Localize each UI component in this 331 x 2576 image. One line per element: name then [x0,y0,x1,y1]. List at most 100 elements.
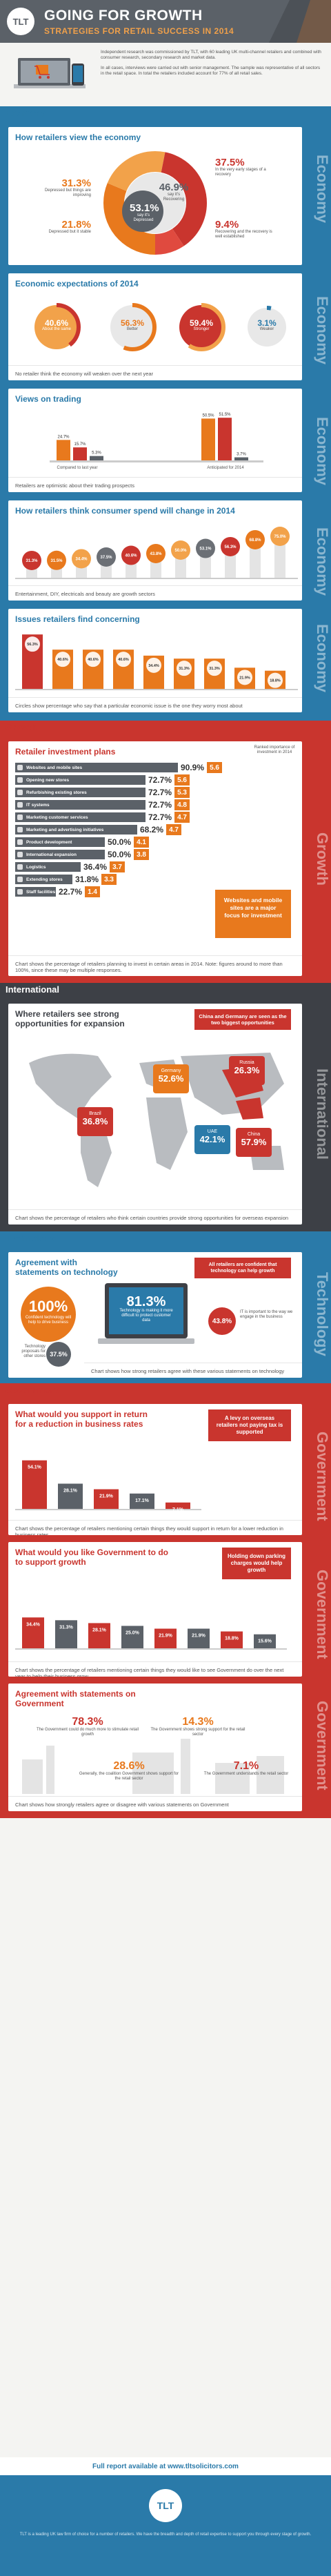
spend-value: 31.5% [50,559,63,563]
section-government: Government [0,1383,331,1397]
country-marker[interactable]: China 57.9% [236,1128,272,1157]
rank-badge: 4.7 [174,812,190,823]
gov-bar-value: 18.8% [225,1637,239,1641]
recovering-value: 46.9% [159,182,189,193]
trading-right-label: Anticipated for 2014 [207,466,244,470]
shopping-cart-image [8,50,91,99]
gov-support-chart: 34.4% 31.3% 28.1% 25.0% 21.9% 21.9% 18.8% 15.6% [15,1617,287,1650]
gov-bar-value: 34.4% [26,1622,41,1627]
intro-paragraph-2: In all cases, interviews were carried ou… [101,66,321,76]
investment-row: International expansion 50.0% 3.8 [15,849,150,860]
country-marker[interactable]: Russia 26.3% [229,1056,265,1085]
stat-value: 81.3% [126,1294,166,1309]
economy-donut [103,151,207,255]
country-marker[interactable]: UAE 42.1% [194,1125,230,1154]
side-label: Growth [314,832,331,886]
issues-panel: Issues retailers find concerning 56.3% 40… [8,609,302,712]
investment-value: 90.9% [181,763,205,772]
spend-value: 56.3% [224,545,237,549]
stat-label: Generally, the coalition Government show… [79,1772,179,1781]
country-name: UAE [207,1129,218,1134]
expectations-panel: Economic expectations of 2014 40.6% Abou… [8,273,302,380]
gov-bar-value: 21.9% [99,1494,114,1499]
stat-value: 37.5% [46,1342,71,1367]
country-name: Brazil [89,1111,101,1116]
technology-panel: Agreement with statements on technology … [8,1252,302,1378]
investment-label: Marketing customer services [26,814,88,820]
spend-badge [47,550,66,570]
panel-caption: Entertainment, DIY, electricals and beau… [8,585,302,601]
spend-badge [97,547,116,567]
technology-callout: All retailers are confident that technol… [194,1258,291,1278]
investment-row: Marketing and advertising initiatives 68.… [15,824,182,835]
gov-bar [254,1634,276,1648]
trading-bar-label: 50.5% [202,413,214,418]
category-icon [17,790,23,795]
issue-badge [207,661,222,676]
country-marker[interactable]: Brazil 36.8% [77,1107,113,1136]
country-name: Russia [239,1060,254,1065]
panel-title: Economic expectations of 2014 [15,279,139,289]
investment-bar: International expansion [15,850,105,859]
issue-badge [177,661,192,676]
investment-label: International expansion [26,852,77,857]
category-icon [17,777,23,783]
growth-band: Growth Retailer investment plans Ranked … [0,734,331,983]
panel-title: What would you support in return for a r… [15,1409,148,1429]
issue-badge [25,636,40,652]
gov-bar [154,1628,177,1648]
consumer-spend-chart: 31.3% 31.5% 34.4% 37.5% 40.6% 43.8% 50.0% 53.1%… [15,527,298,579]
stat-value: 37.5% [215,157,245,168]
report-link[interactable]: Full report available at www.tltsolicito… [0,2457,331,2475]
spend-value: 37.5% [100,556,112,560]
gov-support-callout: Holding down parking charges would help … [222,1548,291,1579]
stat-label: The Government understands the retail se… [203,1772,289,1776]
consumer-spend-panel: How retailers think consumer spend will … [8,500,302,601]
country-value: 57.9% [241,1137,267,1147]
international-band: International Where retailers see strong… [0,997,331,1231]
gov-bar-value: 17.1% [135,1499,150,1503]
investment-row: Marketing customer services 72.7% 4.7 [15,812,190,823]
investment-row: Refurbishing existing stores 72.7% 5.3 [15,787,190,798]
investment-callout: Websites and mobile sites are a major fo… [215,890,291,938]
stat-value: 43.8% [208,1307,236,1335]
brand-logo[interactable]: TLT [7,8,34,35]
investment-bar: Logistics [15,862,81,872]
panel-caption: No retailer think the economy will weake… [8,365,302,380]
trading-bar-label: 15.7% [74,442,86,447]
stat-label: Technology proposals for other stores [21,1345,46,1358]
investment-value: 50.0% [108,837,132,847]
gov-bar [22,1460,47,1509]
gov-bar [94,1489,119,1509]
spend-bar [250,539,261,578]
investment-value: 50.0% [108,850,132,859]
panel-caption: Chart shows the percentage of retailers … [8,1209,302,1224]
rank-badge: 4.8 [174,799,190,810]
stat-value: 56.3% [120,318,145,328]
spend-value: 50.0% [174,549,187,553]
section-growth: Growth [0,721,331,734]
side-label: Technology [314,1272,331,1356]
gov-statements-panel: Agreement with statements on Government … [8,1684,302,1811]
issue-badge [237,670,252,685]
panel-title: What would you like Government to do to … [15,1548,169,1567]
gov-bar-value: 31.3% [59,1625,74,1630]
investment-row: Websites and mobile sites 90.9% 5.6 [15,762,223,773]
investment-row: Extending stores 31.8% 3.3 [15,874,117,885]
investment-bar: Product development [15,837,105,847]
section-economy: Economy [0,106,331,120]
footer-logo[interactable]: TLT [149,2489,182,2522]
stat-label: Recovering and the recovery is well esta… [215,230,272,239]
stat-label: The Government could do much more to sti… [36,1728,139,1737]
issues-chart: 56.3% 40.6% 40.6% 40.6% 34.4% 31.3% 31.3% 21.9%… [15,634,298,690]
trading-bar-label: 3.7% [237,453,246,457]
investment-value: 72.7% [148,812,172,822]
investment-label: Product development [26,839,72,845]
stat-label: In the very early stages of a recovery [215,168,266,177]
issue-value: 40.6% [57,658,68,662]
stat-value: 9.4% [215,219,239,231]
country-marker[interactable]: Germany 52.6% [153,1064,189,1093]
issue-badge [116,652,131,667]
panel-caption: Chart shows how strong retailers agree w… [84,1363,302,1378]
